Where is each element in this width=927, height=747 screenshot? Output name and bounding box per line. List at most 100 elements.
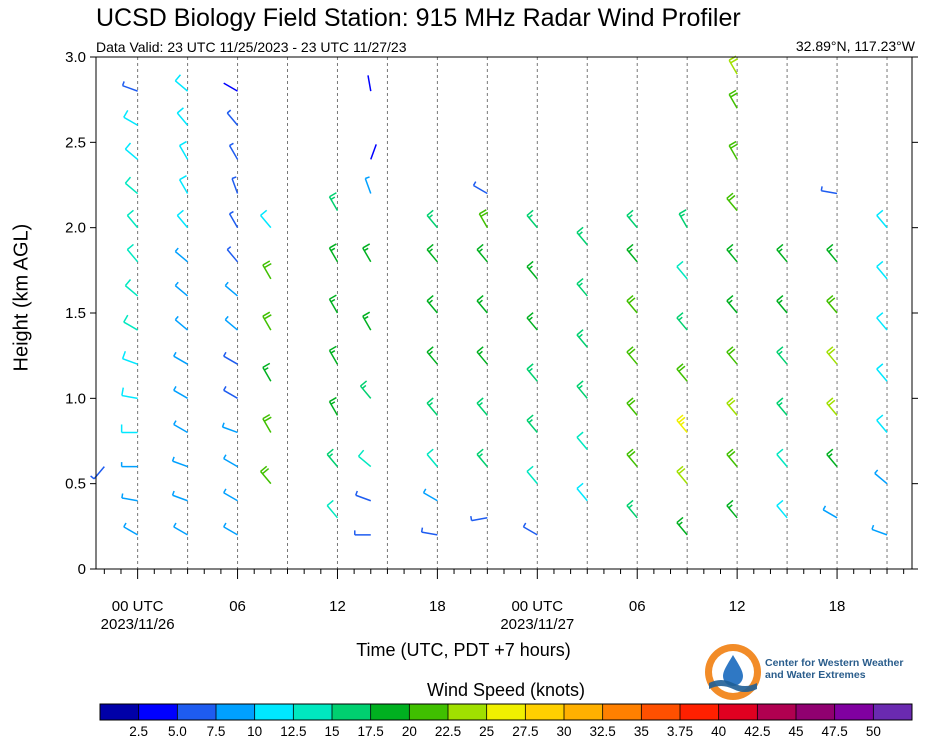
wind-barb xyxy=(173,386,188,399)
barb-feather xyxy=(361,384,367,389)
barb-feather xyxy=(526,363,534,370)
barb-feather xyxy=(828,348,836,355)
wind-barb xyxy=(426,243,438,263)
logo-text: Center for Western Weather and Water Ext… xyxy=(765,657,915,681)
barb-feather xyxy=(123,109,129,118)
barb-feather xyxy=(626,295,634,302)
barb-feather xyxy=(478,248,483,253)
wind-barb xyxy=(476,243,488,263)
wind-barb xyxy=(124,176,139,195)
colorbar-label: 2.5 xyxy=(129,724,148,739)
wind-barb xyxy=(223,82,238,92)
barb-staff xyxy=(728,93,738,109)
barb-feather xyxy=(124,279,132,287)
barb-feather xyxy=(223,454,227,459)
barb-feather xyxy=(262,467,270,475)
barb-feather xyxy=(578,384,583,389)
colorbar-label: 42.5 xyxy=(744,724,770,739)
barb-feather xyxy=(330,350,336,354)
wind-barb xyxy=(370,144,377,160)
barb-staff xyxy=(126,214,139,229)
wind-barb xyxy=(820,186,838,195)
barb-feather xyxy=(626,448,634,455)
barb-staff xyxy=(871,528,888,536)
barb-feather xyxy=(362,243,371,249)
wind-barb xyxy=(626,346,638,365)
colorbar-label: 5.0 xyxy=(168,724,187,739)
barb-feather xyxy=(357,449,365,457)
wind-barb xyxy=(678,209,688,229)
x-tick-label: 06 xyxy=(629,598,646,615)
barb-feather xyxy=(263,416,272,422)
barb-feather xyxy=(329,396,337,403)
barb-feather xyxy=(174,74,182,82)
barb-feather xyxy=(726,295,734,302)
barb-feather xyxy=(174,315,179,321)
barb-staff xyxy=(174,285,189,297)
y-tick-label: 2.5 xyxy=(65,134,86,151)
barb-feather xyxy=(678,209,687,215)
colorbar-swatch xyxy=(100,704,140,720)
wind-barb xyxy=(359,380,372,399)
barb-feather xyxy=(330,298,336,303)
barb-staff xyxy=(124,182,139,195)
barb-feather xyxy=(876,209,884,216)
wind-barb xyxy=(262,362,272,382)
y-axis: 0 0.5 1.0 1.5 2.0 2.5 3.0 xyxy=(65,49,918,578)
barb-feather xyxy=(428,299,433,304)
barb-feather xyxy=(826,448,834,455)
barb-feather xyxy=(776,448,784,455)
wind-barb xyxy=(328,243,339,263)
barb-feather xyxy=(478,350,483,355)
wind-barb xyxy=(226,246,239,263)
colorbar-swatch xyxy=(564,704,604,720)
wind-barb xyxy=(470,516,488,522)
wind-barb xyxy=(223,454,238,468)
wind-barb xyxy=(354,530,371,536)
logo-line-2: and Water Extremes xyxy=(765,669,866,681)
barb-feather xyxy=(420,527,424,533)
barb-feather xyxy=(263,367,269,371)
barb-feather xyxy=(224,315,229,321)
barb-feather xyxy=(223,522,227,528)
barb-feather xyxy=(726,192,734,199)
colorbar-frame xyxy=(99,703,913,721)
barb-staff xyxy=(176,112,189,126)
barb-staff xyxy=(223,389,238,399)
barb-feather xyxy=(478,299,483,304)
barb-feather xyxy=(678,521,683,526)
colorbar-label: 3.75 xyxy=(667,724,693,739)
x-tick-label: 06 xyxy=(229,598,246,615)
x-tick-label: 12 xyxy=(329,598,346,615)
barb-staff xyxy=(223,82,238,92)
barb-feather xyxy=(480,211,489,218)
wind-barb xyxy=(367,75,372,92)
barb-feather xyxy=(726,397,734,404)
x-tick-label: 18 xyxy=(429,598,446,615)
barb-staff xyxy=(876,266,888,280)
barb-feather xyxy=(428,214,433,219)
wind-barb xyxy=(120,462,138,468)
barb-feather xyxy=(526,260,534,268)
wind-barb xyxy=(426,397,438,416)
barb-feather xyxy=(121,350,127,359)
barb-feather xyxy=(626,346,634,353)
x-tick-label: 00 UTC xyxy=(112,598,164,615)
wind-barb xyxy=(526,363,538,382)
wind-barb xyxy=(121,387,138,400)
barb-feather xyxy=(330,196,336,200)
barb-feather xyxy=(626,209,634,216)
colorbar-swatch xyxy=(641,704,681,720)
wind-barb xyxy=(728,89,738,109)
barb-staff xyxy=(676,317,688,331)
barb-feather xyxy=(426,209,434,216)
wind-barb xyxy=(476,295,488,314)
barb-feather xyxy=(121,81,125,86)
barb-feather xyxy=(528,265,533,270)
wind-barb xyxy=(676,516,688,536)
wind-barb xyxy=(826,397,838,416)
wind-barb xyxy=(626,448,638,468)
barb-feather xyxy=(626,397,634,404)
barb-feather xyxy=(776,243,784,251)
